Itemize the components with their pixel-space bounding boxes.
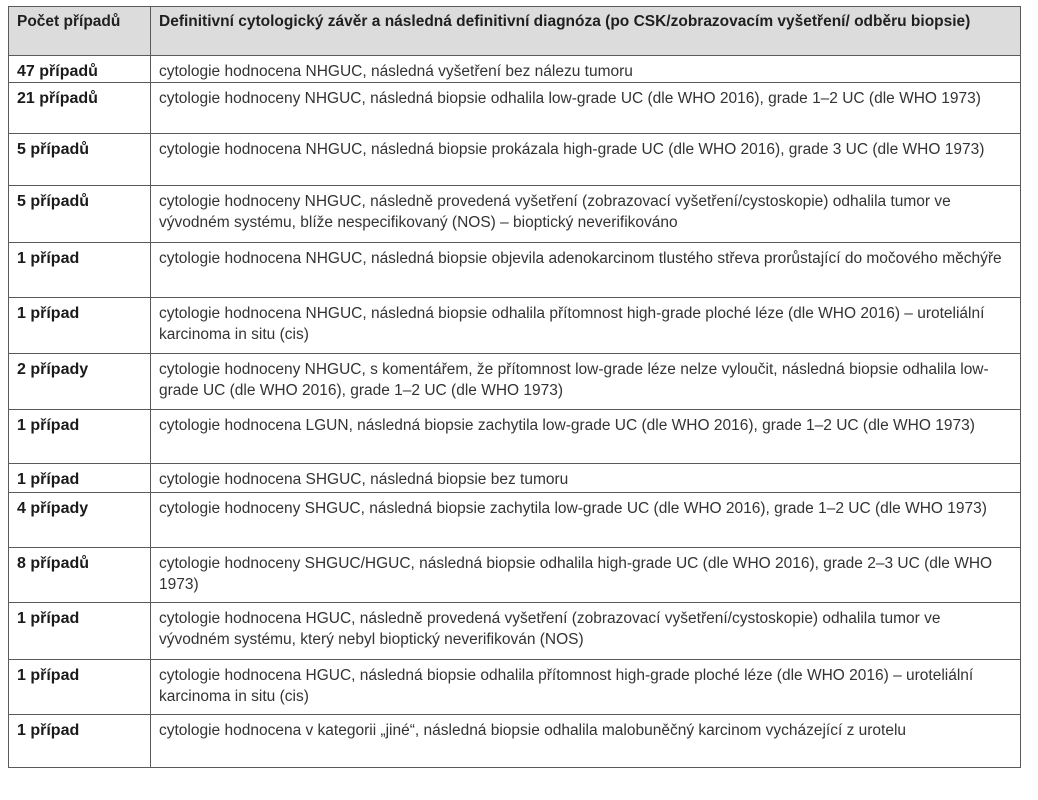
- diagnosis-cell: cytologie hodnocena HGUC, následná biops…: [150, 659, 1021, 715]
- cases-table: Počet případů Definitivní cytologický zá…: [8, 6, 1021, 768]
- case-count-cell: 21 případů: [8, 82, 151, 134]
- diagnosis-cell: cytologie hodnocena SHGUC, následná biop…: [150, 463, 1021, 493]
- case-count-cell: 5 případů: [8, 133, 151, 186]
- table-row: 1 případ cytologie hodnocena SHGUC, násl…: [8, 463, 1021, 493]
- table-row: 1 případ cytologie hodnocena HGUC, násle…: [8, 659, 1021, 715]
- header-diagnosis: Definitivní cytologický závěr a následná…: [150, 6, 1021, 56]
- table-row: 1 případ cytologie hodnocena LGUN, násle…: [8, 409, 1021, 464]
- case-count-cell: 5 případů: [8, 185, 151, 243]
- header-case-count: Počet případů: [8, 6, 151, 56]
- case-count-cell: 1 případ: [8, 602, 151, 660]
- case-count-cell: 2 případy: [8, 353, 151, 410]
- table-row: 5 případů cytologie hodnocena NHGUC, nás…: [8, 133, 1021, 186]
- table-row: 8 případů cytologie hodnoceny SHGUC/HGUC…: [8, 547, 1021, 603]
- table-row: 5 případů cytologie hodnoceny NHGUC, nás…: [8, 185, 1021, 243]
- case-count-cell: 1 případ: [8, 409, 151, 464]
- table-row: 2 případy cytologie hodnoceny NHGUC, s k…: [8, 353, 1021, 410]
- diagnosis-cell: cytologie hodnoceny SHGUC, následná biop…: [150, 492, 1021, 548]
- table-row: 4 případy cytologie hodnoceny SHGUC, nás…: [8, 492, 1021, 548]
- case-count-cell: 1 případ: [8, 714, 151, 768]
- diagnosis-cell: cytologie hodnocena NHGUC, následná vyše…: [150, 55, 1021, 83]
- case-count-cell: 1 případ: [8, 463, 151, 493]
- diagnosis-cell: cytologie hodnocena v kategorii „jiné“, …: [150, 714, 1021, 768]
- table-row: 1 případ cytologie hodnocena NHGUC, násl…: [8, 242, 1021, 298]
- case-count-cell: 47 případů: [8, 55, 151, 83]
- table-row: 47 případů cytologie hodnocena NHGUC, ná…: [8, 55, 1021, 83]
- diagnosis-cell: cytologie hodnocena NHGUC, následná biop…: [150, 297, 1021, 354]
- case-count-cell: 1 případ: [8, 297, 151, 354]
- case-count-cell: 4 případy: [8, 492, 151, 548]
- diagnosis-cell: cytologie hodnocena HGUC, následně prove…: [150, 602, 1021, 660]
- diagnosis-cell: cytologie hodnoceny SHGUC/HGUC, následná…: [150, 547, 1021, 603]
- case-count-cell: 1 případ: [8, 659, 151, 715]
- table-row: 21 případů cytologie hodnoceny NHGUC, ná…: [8, 82, 1021, 134]
- diagnosis-cell: cytologie hodnoceny NHGUC, následně prov…: [150, 185, 1021, 243]
- table-row: 1 případ cytologie hodnocena NHGUC, násl…: [8, 297, 1021, 354]
- diagnosis-cell: cytologie hodnocena NHGUC, následná biop…: [150, 242, 1021, 298]
- table-row: 1 případ cytologie hodnocena HGUC, násle…: [8, 602, 1021, 660]
- diagnosis-cell: cytologie hodnoceny NHGUC, s komentářem,…: [150, 353, 1021, 410]
- diagnosis-cell: cytologie hodnocena NHGUC, následná biop…: [150, 133, 1021, 186]
- case-count-cell: 1 případ: [8, 242, 151, 298]
- table-row: 1 případ cytologie hodnocena v kategorii…: [8, 714, 1021, 768]
- case-count-cell: 8 případů: [8, 547, 151, 603]
- diagnosis-cell: cytologie hodnocena LGUN, následná biops…: [150, 409, 1021, 464]
- diagnosis-cell: cytologie hodnoceny NHGUC, následná biop…: [150, 82, 1021, 134]
- header-row: Počet případů Definitivní cytologický zá…: [8, 6, 1021, 56]
